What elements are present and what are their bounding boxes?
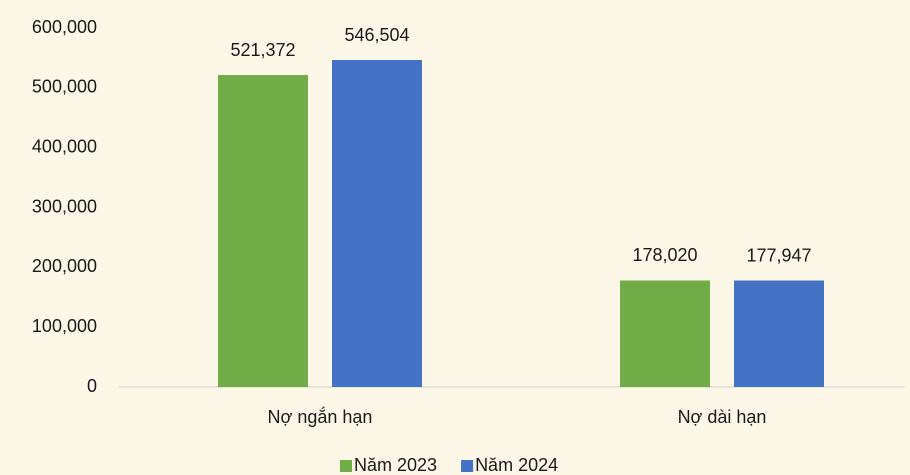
data-label: 178,020 xyxy=(632,245,697,265)
legend-label: Năm 2023 xyxy=(354,455,437,475)
bar xyxy=(620,280,710,387)
bar xyxy=(218,75,308,388)
data-label: 521,372 xyxy=(230,40,295,60)
y-tick-label: 600,000 xyxy=(32,17,97,37)
y-tick-label: 300,000 xyxy=(32,196,97,216)
y-tick-label: 400,000 xyxy=(32,136,97,156)
bar xyxy=(734,280,824,387)
y-tick-label: 200,000 xyxy=(32,256,97,276)
legend-swatch xyxy=(340,460,352,472)
x-tick-label: Nợ dài hạn xyxy=(678,407,767,427)
y-tick-label: 0 xyxy=(87,376,97,396)
bar xyxy=(332,60,422,388)
data-label: 546,504 xyxy=(344,25,409,45)
x-tick-label: Nợ ngắn hạn xyxy=(268,406,373,427)
legend-label: Năm 2024 xyxy=(475,455,558,475)
data-label: 177,947 xyxy=(746,245,811,265)
legend-swatch xyxy=(461,460,474,472)
y-tick-label: 500,000 xyxy=(32,77,97,97)
y-tick-label: 100,000 xyxy=(32,316,97,336)
